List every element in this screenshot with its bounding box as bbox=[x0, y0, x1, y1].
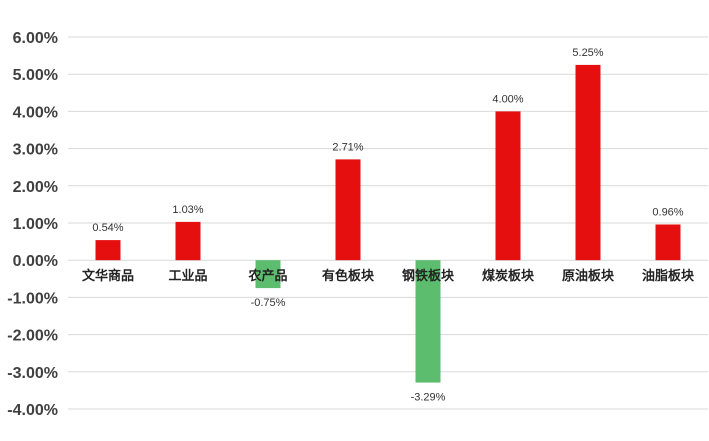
x-category-label: 油脂板块 bbox=[642, 268, 695, 284]
bar bbox=[575, 64, 601, 261]
y-tick-label: 2.00% bbox=[13, 179, 58, 196]
data-labels: 0.54% 1.03% -0.75% 2.71% -3.29% 4.00% 5.25% 0.9… bbox=[92, 47, 683, 404]
data-label: 2.71% bbox=[332, 141, 363, 153]
data-label: 1.03% bbox=[172, 204, 203, 216]
y-tick-label: 0.00% bbox=[13, 253, 58, 270]
y-tick-label: -1.00% bbox=[7, 290, 58, 307]
bar bbox=[495, 111, 521, 261]
bars bbox=[95, 64, 681, 383]
x-category-label: 农产品 bbox=[247, 268, 287, 284]
data-label: 0.96% bbox=[652, 206, 683, 218]
data-label: 0.54% bbox=[92, 222, 123, 234]
y-axis-ticks: 6.00% 5.00% 4.00% 3.00% 2.00% 1.00% 0.00% -1.00… bbox=[7, 30, 58, 419]
data-label: -0.75% bbox=[251, 297, 286, 309]
y-tick-label: -3.00% bbox=[7, 365, 58, 382]
bar bbox=[335, 159, 361, 261]
data-label: -3.29% bbox=[411, 392, 446, 404]
y-tick-label: 3.00% bbox=[13, 142, 58, 159]
bar bbox=[415, 260, 441, 383]
x-category-label: 有色板块 bbox=[322, 268, 375, 284]
x-axis-categories: 文华商品 工业品 农产品 有色板块 钢铁板块 煤炭板块 原油板块 油脂板块 bbox=[82, 268, 695, 284]
x-category-label: 钢铁板块 bbox=[402, 268, 455, 284]
bar bbox=[255, 260, 281, 289]
gridlines bbox=[68, 36, 708, 410]
data-label: 4.00% bbox=[492, 93, 523, 105]
y-tick-label: 4.00% bbox=[13, 104, 58, 121]
x-category-label: 原油板块 bbox=[562, 268, 615, 284]
data-label: 5.25% bbox=[572, 47, 603, 59]
bar bbox=[655, 224, 681, 261]
x-category-label: 工业品 bbox=[168, 268, 207, 284]
y-tick-label: -2.00% bbox=[7, 328, 58, 345]
y-tick-label: 6.00% bbox=[13, 30, 58, 47]
x-category-label: 煤炭板块 bbox=[482, 268, 535, 284]
bar bbox=[95, 240, 121, 261]
y-tick-label: 1.00% bbox=[13, 216, 58, 233]
bar bbox=[175, 221, 201, 261]
y-tick-label: 5.00% bbox=[13, 67, 58, 84]
y-tick-label: -4.00% bbox=[7, 402, 58, 419]
x-category-label: 文华商品 bbox=[82, 268, 134, 284]
